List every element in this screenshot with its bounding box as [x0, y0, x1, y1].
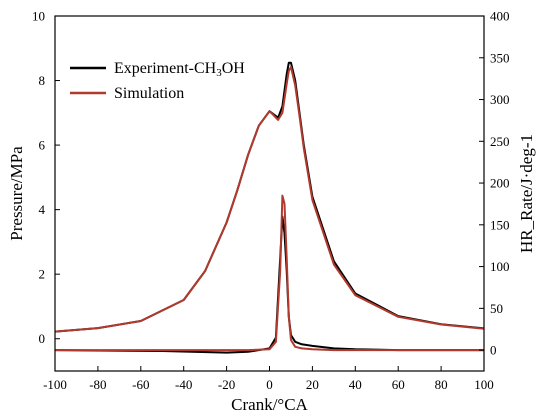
legend-label-experiment-tail: OH [222, 60, 246, 77]
legend-label-experiment-main: Experiment-CH [114, 60, 217, 77]
legend-label-experiment: Experiment-CH3OH [114, 60, 245, 79]
y-right-tick-label: 400 [490, 9, 510, 24]
x-tick-label: 60 [392, 377, 405, 392]
series-line [54, 61, 485, 333]
x-tick-label: -60 [132, 377, 149, 392]
series-layer [54, 61, 485, 354]
y-right-tick-label: 300 [490, 92, 510, 107]
y-right-tick-label: 0 [490, 343, 497, 358]
series-line [54, 215, 484, 354]
x-tick-label: 100 [474, 377, 494, 392]
y-axis-right-title: HR_Rate/J·deg-1 [517, 134, 536, 253]
y-left-tick-label: 6 [39, 138, 46, 153]
x-axis-title: Crank/°CA [231, 395, 308, 414]
y-right-tick-label: 200 [490, 176, 510, 191]
x-tick-label: 40 [349, 377, 362, 392]
x-tick-label: -20 [218, 377, 235, 392]
x-tick-label: -40 [175, 377, 192, 392]
series-line [54, 66, 485, 333]
ticks-layer: -100 -80 -60 -40 -20 0 20 40 60 80 100024681005010… [32, 9, 510, 393]
x-tick-label: 0 [266, 377, 273, 392]
y-left-tick-label: 4 [39, 202, 46, 217]
legend: Experiment-CH3OH Simulation [70, 60, 245, 102]
y-left-tick-label: 0 [39, 331, 46, 346]
x-tick-label: -80 [89, 377, 106, 392]
legend-label-experiment-sub: 3 [216, 67, 222, 79]
legend-label-simulation: Simulation [114, 85, 184, 102]
y-left-tick-label: 10 [32, 9, 45, 24]
x-tick-label: -100 [43, 377, 67, 392]
y-axis-left-title: Pressure/MPa [7, 146, 26, 241]
y-right-tick-label: 50 [490, 301, 503, 316]
y-right-tick-label: 100 [490, 259, 510, 274]
legend-label-simulation-main: Simulation [114, 85, 184, 102]
y-left-tick-label: 8 [39, 73, 46, 88]
y-right-tick-label: 250 [490, 134, 510, 149]
x-tick-label: 80 [435, 377, 448, 392]
y-left-tick-label: 2 [39, 267, 46, 282]
y-right-tick-label: 150 [490, 217, 510, 232]
x-tick-label: 20 [306, 377, 319, 392]
y-right-tick-label: 350 [490, 50, 510, 65]
series-line [55, 194, 484, 352]
